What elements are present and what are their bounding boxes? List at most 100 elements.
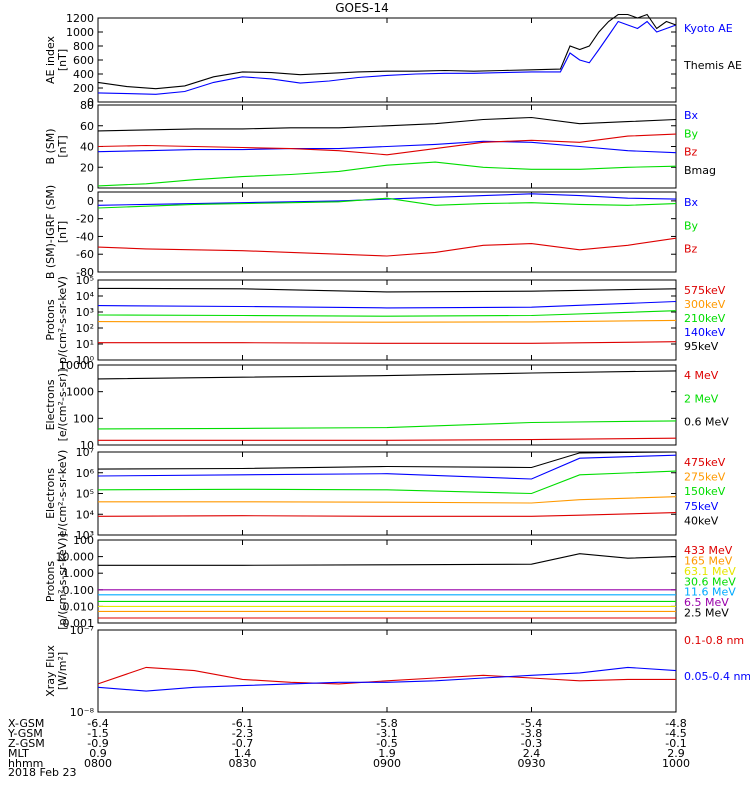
y-tick-label: 0.010 [63,600,95,613]
y-tick-label: -60 [76,248,94,261]
series-line-75kev [97,454,677,480]
y-tick-label: 0 [87,96,94,109]
legend-label: 433 MeV [684,544,733,557]
legend-label: 165 MeV [684,554,733,567]
legend-label: 575keV [684,284,726,297]
y-tick-label: 1000 [66,26,94,39]
ephemeris-row-label: MLT [8,747,29,760]
y-axis-label: Protons[p/(cm²-s-sr-keV)] [44,533,69,630]
y-tick-label: -80 [76,266,94,279]
series-line-bz [97,133,677,156]
y-tick-label: 1200 [66,12,94,25]
series-line-210kev [97,310,677,317]
y-tick-label: 0.100 [63,584,95,597]
legend-label: Kyoto AE [684,22,733,35]
y-tick-label: 60 [80,120,94,133]
legend-label: 0.05-0.4 nm [684,670,750,683]
legend-label: 210keV [684,312,726,325]
series-line-95kev [97,287,677,293]
legend-label: Bmag [684,164,716,177]
y-tick-label: 40 [80,141,94,154]
y-tick-label: 10⁵ [76,488,94,501]
legend-label: Themis AE [683,59,742,72]
legend-label: 0.1-0.8 nm [684,634,744,647]
ephemeris-value: -4.5 [665,727,686,740]
legend-label: 300keV [684,298,726,311]
legend-label: 4 MeV [684,369,719,382]
y-tick-label: -20 [76,213,94,226]
series-line-kyoto-ae [97,20,677,95]
series-line-themis-ae [97,13,677,90]
legend-label: 2 MeV [684,392,719,405]
y-axis-label: AE index[nT] [44,35,69,84]
legend-label: By [684,219,699,232]
y-tick-label: 10⁷ [76,446,94,459]
series-line-40kev [97,451,677,470]
y-tick-label: 200 [73,82,94,95]
ephemeris-value: -6.4 [87,717,108,730]
legend-label: 11.6 MeV [684,586,736,599]
y-tick-label: 800 [73,40,94,53]
y-axis-label: B (SM)-IGRF (SM)[nT] [44,185,69,279]
panel-protons_kev: 10⁰ 10¹ 10² 10³ 10⁴ 10⁵ Protonsp/(cm²-s-sr-keV… [44,274,726,367]
y-tick-label: 100 [73,412,94,425]
series-line-150kev [97,470,677,495]
panel-bsm: 0 20 40 60 80 B (SM)[nT] Bx By Bz Bmag [44,99,716,195]
y-axis-label: Electrons[e/(cm²-s-sr)] [44,369,69,442]
series-line-bx [97,140,677,154]
ephemeris-value: 0900 [373,757,401,770]
ephemeris-value: 2.9 [667,747,685,760]
y-tick-label: 10 [80,439,94,452]
y-tick-label: 10⁴ [76,508,95,521]
y-tick-label: 600 [73,54,94,67]
ephemeris-value: -0.5 [376,737,397,750]
series-line-275kev [98,496,677,504]
legend-label: 475keV [684,456,726,469]
series-line-0-1-0-8-nm [97,666,676,685]
series-line-575kev [98,341,677,344]
ephemeris-value: 1.4 [234,747,252,760]
y-tick-label: 10³ [76,306,94,319]
series-line-0-05-0-4-nm [97,666,677,692]
y-tick-label: 10² [76,322,94,335]
y-tick-label: 10⁵ [76,274,94,287]
legend-label: By [684,127,699,140]
series-line-475kev [97,512,677,517]
legend-label: Bz [684,146,698,159]
series-line-bmag [97,116,677,132]
legend-label: 0.6 MeV [684,416,729,429]
ephemeris-value: -5.8 [376,717,397,730]
ephemeris-value: -1.5 [87,727,108,740]
y-tick-label: 10⁶ [76,467,95,480]
y-axis-label: B (SM)[nT] [44,128,69,164]
ephemeris-value: -3.1 [376,727,397,740]
legend-label: 40keV [684,514,719,527]
ephemeris-row-label: Z-GSM [8,737,45,750]
ephemeris-value: -4.8 [665,717,686,730]
legend-label: 275keV [684,471,726,484]
ephemeris-value: 1.9 [378,747,396,760]
ephemeris-value: -0.7 [232,737,253,750]
panel-digrf: -80 -60 -40 -20 0 B (SM)-IGRF (SM)[nT] Bx By Bz [44,185,699,279]
y-tick-label: 10⁻⁸ [70,706,95,719]
ephemeris-value: -2.3 [232,727,253,740]
y-tick-label: 100 [73,534,94,547]
y-tick-label: 10000 [59,359,94,372]
legend-label: 140keV [684,326,726,339]
panel-protons_mev: 0.001 0.010 0.100 1.000 10.000 100 Protons[p/(… [44,533,736,630]
panel-frame [97,629,677,713]
y-tick-label: 10¹ [76,338,94,351]
series-line-by [97,197,677,209]
y-tick-label: 10³ [76,529,94,542]
legend-label: 95keV [684,340,719,353]
date-label: 2018 Feb 23 [8,766,76,779]
series-line-140kev [97,300,677,309]
y-tick-label: 400 [73,68,94,81]
y-tick-label: 80 [80,99,94,112]
legend-label: 2.5 MeV [684,607,729,620]
y-tick-label: 0 [87,182,94,195]
panel-frame [97,539,677,624]
